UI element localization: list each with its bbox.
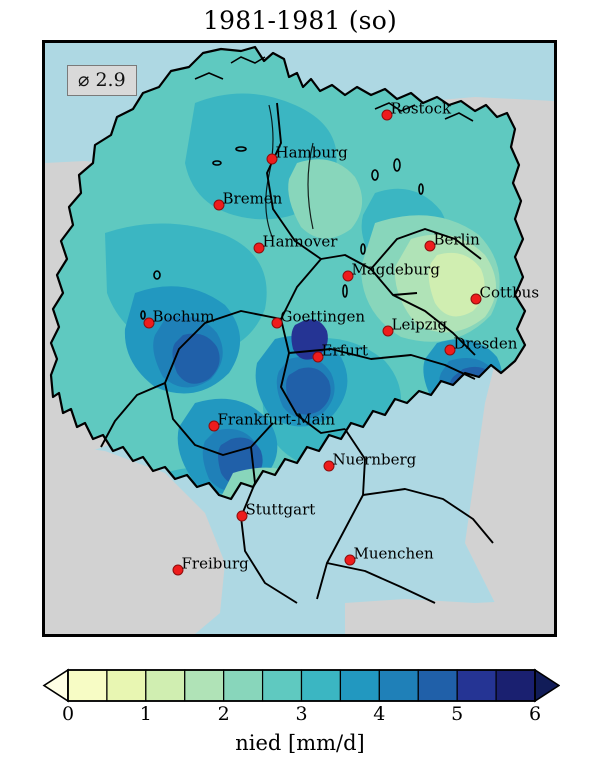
colorbar-label: nied [mm/d] xyxy=(235,731,365,755)
colorbar-tick-label: 6 xyxy=(528,703,542,725)
city-marker: Bremen xyxy=(213,190,282,211)
colorbar-panel: 0 1 2 3 4 5 6 nied [mm/d] xyxy=(0,655,600,780)
mean-annotation: ⌀ 2.9 xyxy=(67,65,137,96)
city-dot-icon xyxy=(470,293,482,305)
colorbar xyxy=(42,668,560,703)
city-dot-icon xyxy=(342,270,354,282)
city-marker: Berlin xyxy=(424,231,480,252)
mean-value: 2.9 xyxy=(95,69,126,91)
colorbar-tick-label: 0 xyxy=(61,703,75,725)
city-marker: Stuttgart xyxy=(236,501,315,522)
city-marker: Hamburg xyxy=(266,144,348,165)
city-marker: Goettingen xyxy=(271,308,365,329)
diameter-icon: ⌀ xyxy=(78,69,90,91)
city-marker: Dresden xyxy=(444,335,517,356)
city-dot-icon xyxy=(213,199,225,211)
colorbar-tick-label: 3 xyxy=(295,703,308,725)
city-marker: Frankfurt-Main xyxy=(208,411,335,432)
city-marker: Bochum xyxy=(143,308,215,329)
colorbar-tick-label: 2 xyxy=(217,703,230,725)
city-marker: Muenchen xyxy=(344,545,434,566)
city-dot-icon xyxy=(253,242,265,254)
city-dot-icon xyxy=(143,317,155,329)
city-label: Freiburg xyxy=(181,554,249,573)
city-dot-icon xyxy=(381,109,393,121)
city-label: Bochum xyxy=(152,307,215,326)
city-label: Rostock xyxy=(390,99,452,118)
city-dot-icon xyxy=(382,325,394,337)
city-marker: Leipzig xyxy=(382,316,447,337)
map-panel: ⌀ 2.9 Rostock Hamburg Bremen Hannover Berlin M… xyxy=(42,40,557,637)
city-dot-icon xyxy=(312,351,324,363)
city-dot-icon xyxy=(208,420,220,432)
city-label: Bremen xyxy=(222,189,283,208)
city-marker: Freiburg xyxy=(172,555,249,576)
city-label: Leipzig xyxy=(391,315,448,334)
city-dot-icon xyxy=(236,510,248,522)
city-label: Frankfurt-Main xyxy=(217,410,336,429)
colorbar-tick-label: 4 xyxy=(373,703,386,725)
city-marker: Cottbus xyxy=(470,284,539,305)
city-label: Magdeburg xyxy=(351,260,440,279)
city-dot-icon xyxy=(444,344,456,356)
city-label: Hannover xyxy=(262,232,338,251)
city-marker: Hannover xyxy=(253,233,337,254)
city-dot-icon xyxy=(172,564,184,576)
city-dot-icon xyxy=(266,153,278,165)
city-label: Hamburg xyxy=(275,143,348,162)
city-marker: Magdeburg xyxy=(342,261,440,282)
city-label: Erfurt xyxy=(321,341,369,360)
city-label: Cottbus xyxy=(479,283,540,302)
city-label: Nuernberg xyxy=(332,450,417,469)
city-marker: Rostock xyxy=(381,100,451,121)
city-dot-icon xyxy=(344,554,356,566)
city-label: Goettingen xyxy=(280,307,366,326)
city-dot-icon xyxy=(424,240,436,252)
city-label: Muenchen xyxy=(353,544,434,563)
city-dot-icon xyxy=(323,460,335,472)
page-title: 1981-1981 (so) xyxy=(203,6,397,35)
colorbar-tick-label: 5 xyxy=(451,703,464,725)
precipitation-field xyxy=(45,43,554,634)
city-marker: Erfurt xyxy=(312,342,368,363)
city-label: Dresden xyxy=(453,334,518,353)
city-label: Berlin xyxy=(433,230,480,249)
colorbar-ticks: 0 1 2 3 4 5 6 xyxy=(0,703,600,733)
city-dot-icon xyxy=(271,317,283,329)
colorbar-tick-label: 1 xyxy=(139,703,152,725)
city-marker: Nuernberg xyxy=(323,451,416,472)
city-label: Stuttgart xyxy=(245,500,316,519)
